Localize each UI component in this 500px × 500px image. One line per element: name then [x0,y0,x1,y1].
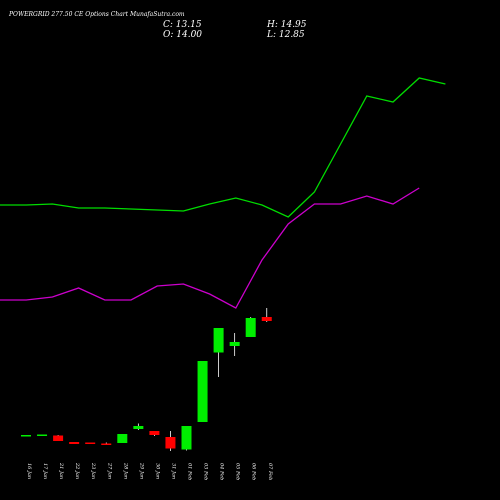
chart-title: POWERGRID 277.50 CE Options Chart Munafa… [9,11,185,18]
candle-body-28-jan [117,434,128,443]
x-tick-label: 23 Jan [90,462,96,479]
low-value: L: 12.85 [267,30,305,40]
x-tick-label: 05 Feb [235,463,241,480]
x-tick-label: 28 Jan [122,462,128,479]
x-tick-label: 07 Feb [267,463,273,480]
candle-body-07-feb [261,317,272,321]
candle-body-16-jan [21,435,31,437]
x-tick-label: 17 Jan [42,463,48,479]
x-tick-label: 31 Jan [170,463,176,479]
x-tick-label: 27 Jan [106,462,112,479]
x-tick-label: 03 Feb [203,463,209,480]
high-value: H: 14.95 [267,20,307,30]
series-line-1 [0,77,446,218]
close-value: C: 13.15 [163,20,202,30]
candle-body-29-jan [133,426,144,429]
candle-body-27-jan [101,443,112,445]
x-tick-label: 29 Jan [138,462,144,479]
x-tick-label: 22 Jan [74,462,80,479]
open-value: O: 14.00 [163,30,203,40]
candle-body-21-jan [53,435,64,441]
candle-body-05-feb [229,342,240,346]
x-tick-label: 16 Jan [26,463,32,479]
x-tick-label: 06 Feb [251,463,257,480]
x-tick-label: 01 Feb [187,463,193,480]
x-tick-label: 21 Jan [58,462,64,479]
candle-body-06-feb [245,318,256,337]
x-tick-label: 04 Feb [219,463,225,480]
candle-body-22-jan [69,442,80,444]
x-tick-label: 30 Jan [154,463,160,479]
candle-body-31-jan [165,437,176,449]
candle-body-30-jan [149,431,160,435]
series-line-2 [0,187,420,309]
candle-body-23-jan [85,442,96,444]
candle-body-04-feb [213,328,224,353]
candle-body-03-feb [197,361,208,422]
candle-body-17-jan [37,434,48,436]
candle-body-01-feb [181,426,192,450]
